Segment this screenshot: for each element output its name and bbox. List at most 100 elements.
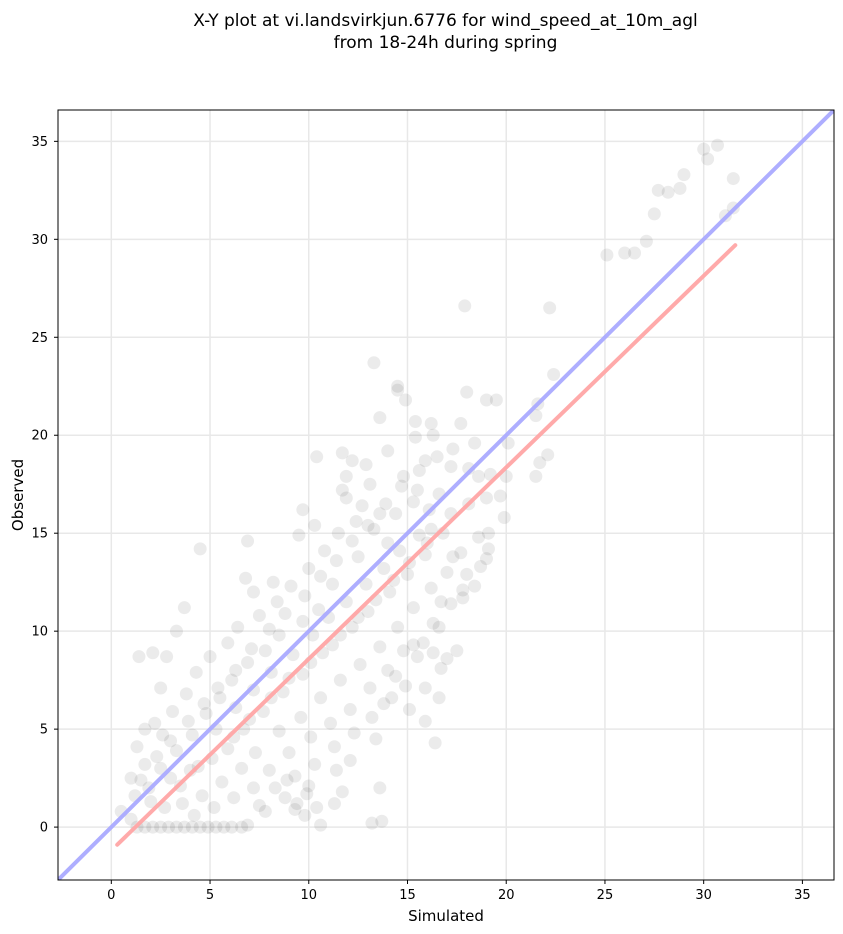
scatter-point xyxy=(479,552,493,566)
scatter-point xyxy=(296,614,310,628)
scatter-point xyxy=(166,705,180,719)
scatter-point xyxy=(252,799,266,813)
scatter-point xyxy=(497,511,511,525)
scatter-point xyxy=(138,722,152,736)
scatter-point xyxy=(639,234,653,248)
y-tick-label: 5 xyxy=(40,723,48,738)
scatter-point xyxy=(292,528,306,542)
axis-ticks: 0 5 10 15 20 25 30 35 0 5 10 15 20 25 30 35 xyxy=(31,135,810,903)
scatter-point xyxy=(432,691,446,705)
scatter-point xyxy=(201,820,215,834)
scatter-point xyxy=(618,246,632,260)
scatter-point xyxy=(262,763,276,777)
scatter-point xyxy=(329,554,343,568)
scatter-point xyxy=(479,491,493,505)
scatter-point xyxy=(298,589,312,603)
scatter-point xyxy=(284,579,298,593)
scatter-point xyxy=(697,142,711,156)
scatter-point xyxy=(266,575,280,589)
scatter-point xyxy=(373,411,387,425)
scatter-point xyxy=(385,691,399,705)
scatter-point xyxy=(302,561,316,575)
scatter-point xyxy=(343,753,357,767)
scatter-point xyxy=(138,757,152,771)
scatter-point xyxy=(365,710,379,724)
scatter-point xyxy=(169,820,183,834)
scatter-point xyxy=(229,663,243,677)
scatter-point xyxy=(150,750,164,764)
scatter-point xyxy=(217,820,231,834)
scatter-point xyxy=(389,507,403,521)
scatter-point xyxy=(418,454,432,468)
scatter-point xyxy=(298,808,312,822)
scatter-point xyxy=(397,644,411,658)
scatter-point xyxy=(331,526,345,540)
scatter-point xyxy=(381,444,395,458)
scatter-point xyxy=(207,801,221,815)
scatter-point xyxy=(195,789,209,803)
scatter-point xyxy=(169,624,183,638)
scatter-point xyxy=(428,736,442,750)
scatter-point xyxy=(187,808,201,822)
scatter-point xyxy=(252,608,266,622)
scatter-point xyxy=(647,207,661,221)
scatter-point xyxy=(359,458,373,472)
scatter-point xyxy=(547,368,561,382)
scatter-point xyxy=(193,542,207,556)
x-tick-label: 35 xyxy=(794,888,811,903)
x-axis-label: Simulated xyxy=(408,907,484,925)
scatter-point xyxy=(314,691,328,705)
scatter-point xyxy=(225,673,239,687)
scatter-point xyxy=(304,730,318,744)
scatter-point xyxy=(375,814,389,828)
scatter-point xyxy=(481,526,495,540)
scatter-point xyxy=(314,818,328,832)
y-tick-label: 20 xyxy=(31,429,48,444)
scatter-point xyxy=(241,534,255,548)
scatter-point xyxy=(215,775,229,789)
scatter-point xyxy=(189,665,203,679)
scatter-point xyxy=(329,763,343,777)
scatter-point xyxy=(373,507,387,521)
reference-lines xyxy=(58,110,834,880)
scatter-point xyxy=(600,248,614,262)
scatter-point xyxy=(134,773,148,787)
scatter-point xyxy=(651,183,665,197)
scatter-point xyxy=(154,761,168,775)
scatter-point xyxy=(726,172,740,186)
scatter-point xyxy=(472,469,486,483)
scatter-point xyxy=(424,416,438,430)
scatter-point xyxy=(258,644,272,658)
scatter-point xyxy=(221,636,235,650)
scatter-point xyxy=(472,530,486,544)
scatter-point xyxy=(373,640,387,654)
scatter-point xyxy=(677,168,691,182)
scatter-point xyxy=(156,728,170,742)
scatter-point xyxy=(418,681,432,695)
scatter-point xyxy=(391,379,405,393)
scatter-point xyxy=(367,356,381,370)
scatter-point xyxy=(355,499,369,513)
scatter-point xyxy=(434,661,448,675)
scatter-point xyxy=(351,550,365,564)
scatter-point xyxy=(199,706,213,720)
scatter-point xyxy=(160,650,174,664)
scatter-point xyxy=(248,746,262,760)
scatter-point xyxy=(529,469,543,483)
scatter-point xyxy=(493,489,507,503)
scatter-point xyxy=(243,712,257,726)
scatter-point xyxy=(541,448,555,462)
scatter-point xyxy=(460,567,474,581)
x-tick-label: 25 xyxy=(597,888,614,903)
scatter-point xyxy=(432,620,446,634)
chart-title-line-2: from 18-24h during spring xyxy=(333,33,558,53)
scatter-point xyxy=(349,514,363,528)
scatter-point xyxy=(456,591,470,605)
scatter-point xyxy=(533,456,547,470)
scatter-point xyxy=(383,585,397,599)
scatter-point xyxy=(377,561,391,575)
scatter-point xyxy=(365,816,379,830)
scatter-point xyxy=(543,301,557,315)
scatter-point xyxy=(408,430,422,444)
scatter-point xyxy=(278,791,292,805)
